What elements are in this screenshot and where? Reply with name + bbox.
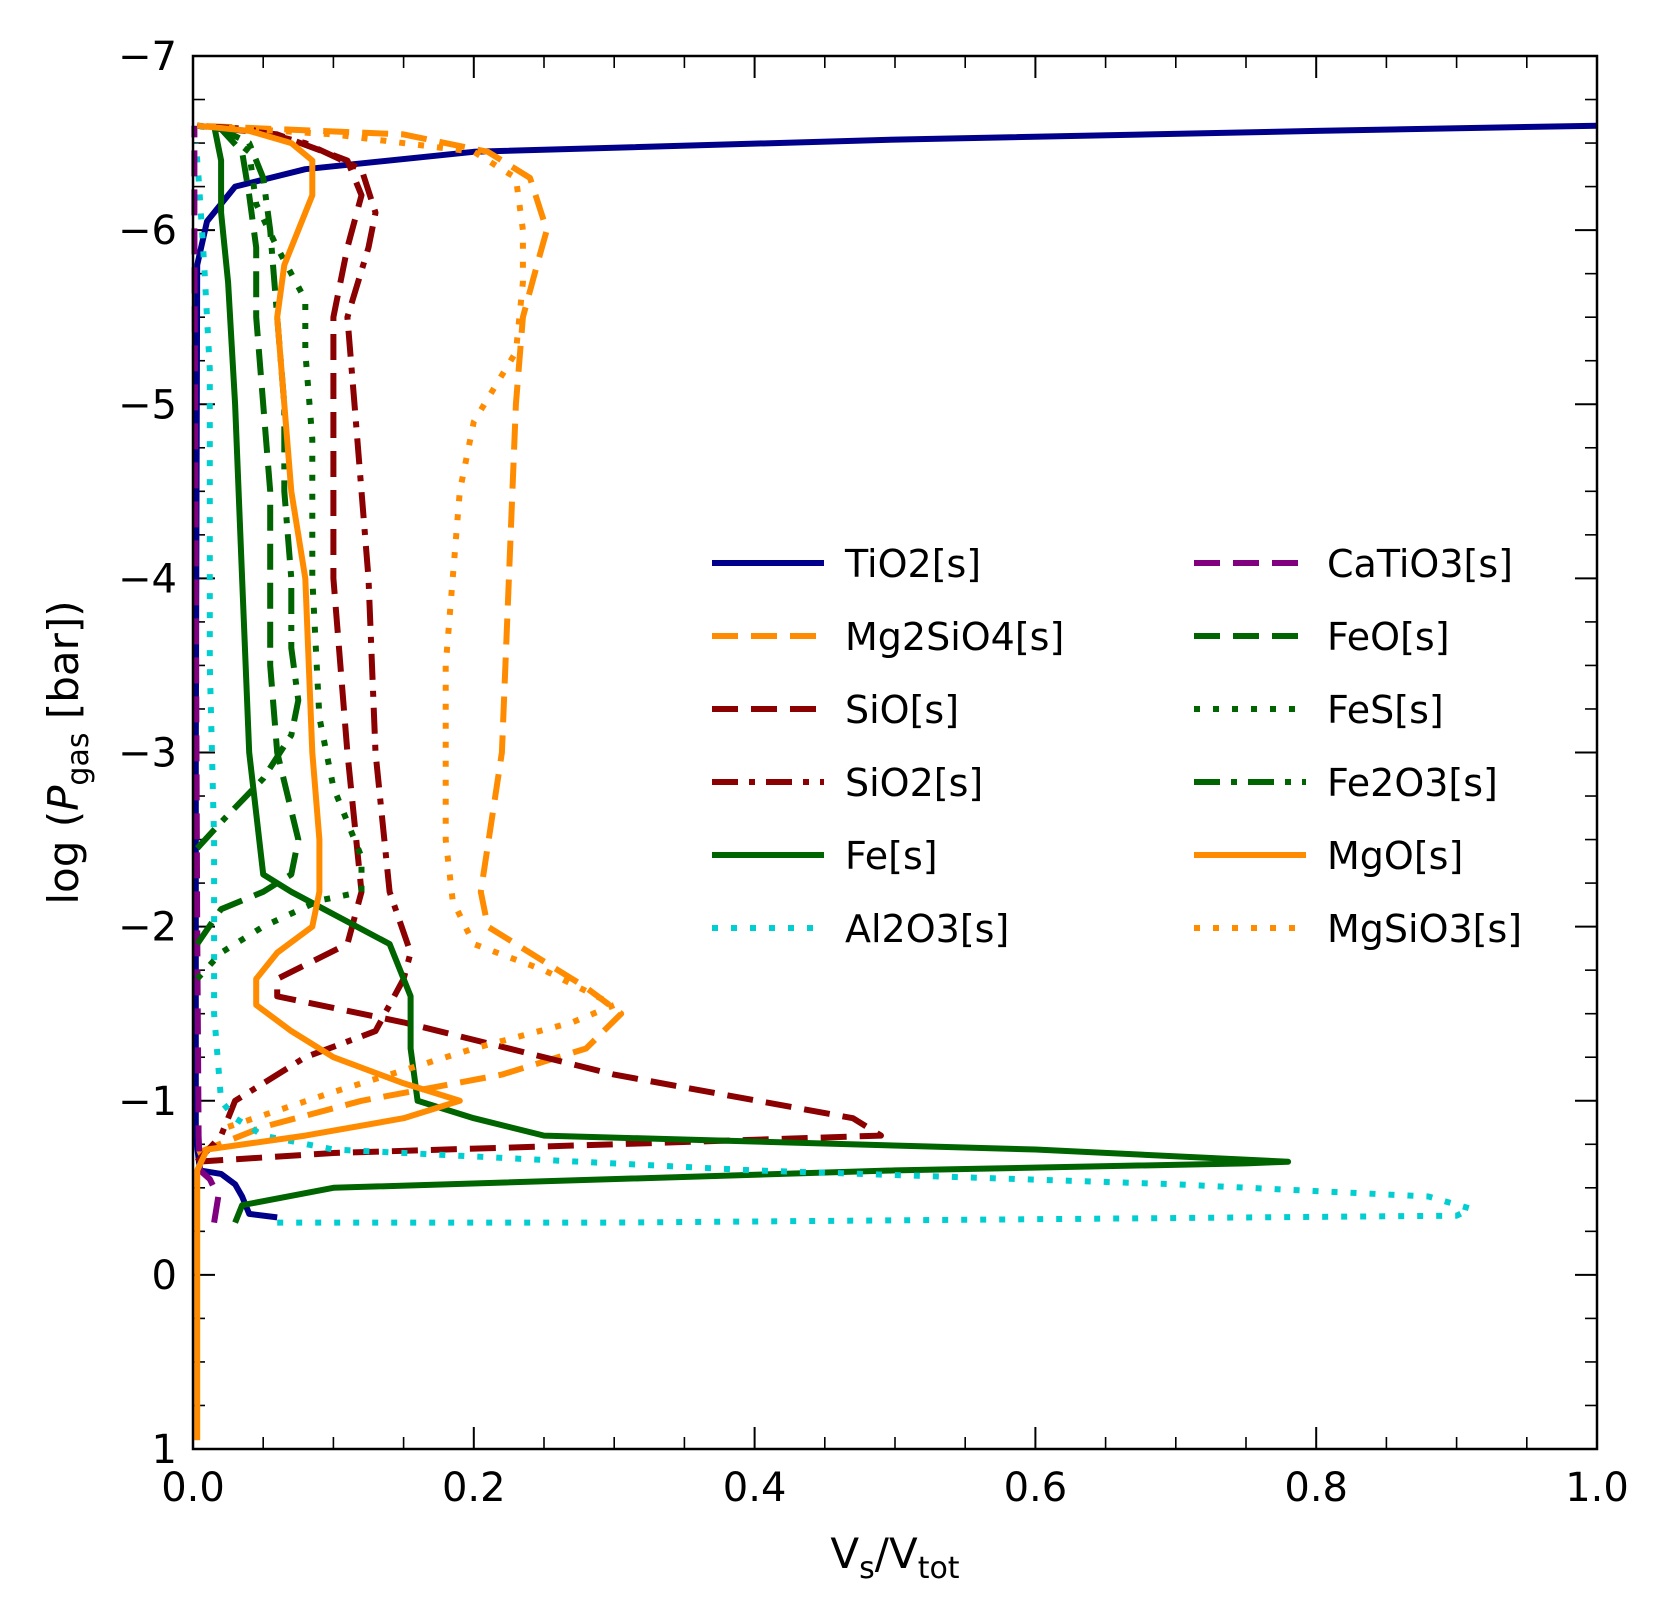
legend-label: Fe[s] bbox=[845, 834, 938, 878]
axis-ticks bbox=[192, 55, 1598, 1450]
legend-item: Fe2O3[s] bbox=[1194, 761, 1498, 805]
series-line-fes bbox=[194, 122, 365, 981]
legend-label: MgO[s] bbox=[1327, 834, 1463, 878]
series-line-tio2 bbox=[192, 122, 1598, 1221]
legend-label: Al2O3[s] bbox=[845, 907, 1009, 951]
legend-item: TiO2[s] bbox=[712, 542, 981, 586]
y-tick-label: −2 bbox=[118, 905, 177, 951]
y-tick-label: 1 bbox=[152, 1427, 177, 1473]
legend-label: CaTiO3[s] bbox=[1327, 542, 1513, 586]
legend-label: TiO2[s] bbox=[844, 542, 981, 586]
series-line-feo bbox=[194, 122, 302, 946]
legend-item: CaTiO3[s] bbox=[1194, 542, 1513, 586]
legend-item: SiO[s] bbox=[712, 688, 959, 732]
y-tick-label: −3 bbox=[118, 731, 177, 777]
plot-frame bbox=[191, 54, 1599, 1451]
x-tick-label: 0.0 bbox=[161, 1465, 225, 1511]
tick-labels: 0.0 0.2 0.4 0.6 0.8 1.0 −7 −6 −5 −4 −3 −2 −1 0 1 bbox=[118, 34, 1629, 1511]
x-tick-label: 0.8 bbox=[1284, 1465, 1348, 1511]
legend-item: Fe[s] bbox=[712, 834, 938, 878]
legend-label: FeS[s] bbox=[1327, 688, 1444, 732]
x-axis-title: Vs/Vtot bbox=[830, 1529, 959, 1586]
series-line-sio2 bbox=[194, 122, 414, 1164]
legend-item: FeS[s] bbox=[1194, 688, 1444, 732]
series-line-sio bbox=[196, 122, 884, 1165]
series-line-mg2sio4 bbox=[196, 122, 625, 1156]
legend-item: FeO[s] bbox=[1194, 615, 1450, 659]
y-tick-label: −4 bbox=[118, 556, 177, 602]
legend-label: MgSiO3[s] bbox=[1327, 907, 1522, 951]
x-tick-label: 0.4 bbox=[723, 1465, 787, 1511]
x-tick-label: 0.6 bbox=[1004, 1465, 1068, 1511]
series-line-fe bbox=[211, 125, 1292, 1224]
series-layer bbox=[191, 122, 1598, 1441]
y-tick-label: −5 bbox=[118, 382, 177, 428]
legend-item: SiO2[s] bbox=[712, 761, 983, 805]
series-line-al2o3 bbox=[192, 142, 1474, 1226]
series-line-fe2o3 bbox=[194, 122, 302, 851]
legend: TiO2[s] Mg2SiO4[s] SiO[s] SiO2[s] Fe[s] Al2O3… bbox=[712, 542, 1522, 951]
legend-label: SiO[s] bbox=[845, 688, 959, 732]
y-tick-label: −6 bbox=[118, 208, 177, 254]
legend-label: Mg2SiO4[s] bbox=[845, 615, 1064, 659]
legend-item: Al2O3[s] bbox=[712, 907, 1009, 951]
y-tick-label: −7 bbox=[118, 34, 177, 80]
series-line-catio3 bbox=[191, 125, 222, 1224]
series-line-mgo bbox=[194, 122, 463, 1441]
y-tick-label: −1 bbox=[118, 1079, 177, 1125]
legend-label: SiO2[s] bbox=[845, 761, 983, 805]
legend-item: MgSiO3[s] bbox=[1194, 907, 1522, 951]
y-tick-label: 0 bbox=[152, 1253, 177, 1299]
legend-label: FeO[s] bbox=[1327, 615, 1450, 659]
x-tick-label: 1.0 bbox=[1565, 1465, 1629, 1511]
x-tick-label: 0.2 bbox=[442, 1465, 506, 1511]
legend-item: Mg2SiO4[s] bbox=[712, 615, 1064, 659]
legend-label: Fe2O3[s] bbox=[1327, 761, 1498, 805]
y-axis-title: log (Pgas [bar]) bbox=[39, 600, 96, 904]
legend-item: MgO[s] bbox=[1194, 834, 1463, 878]
